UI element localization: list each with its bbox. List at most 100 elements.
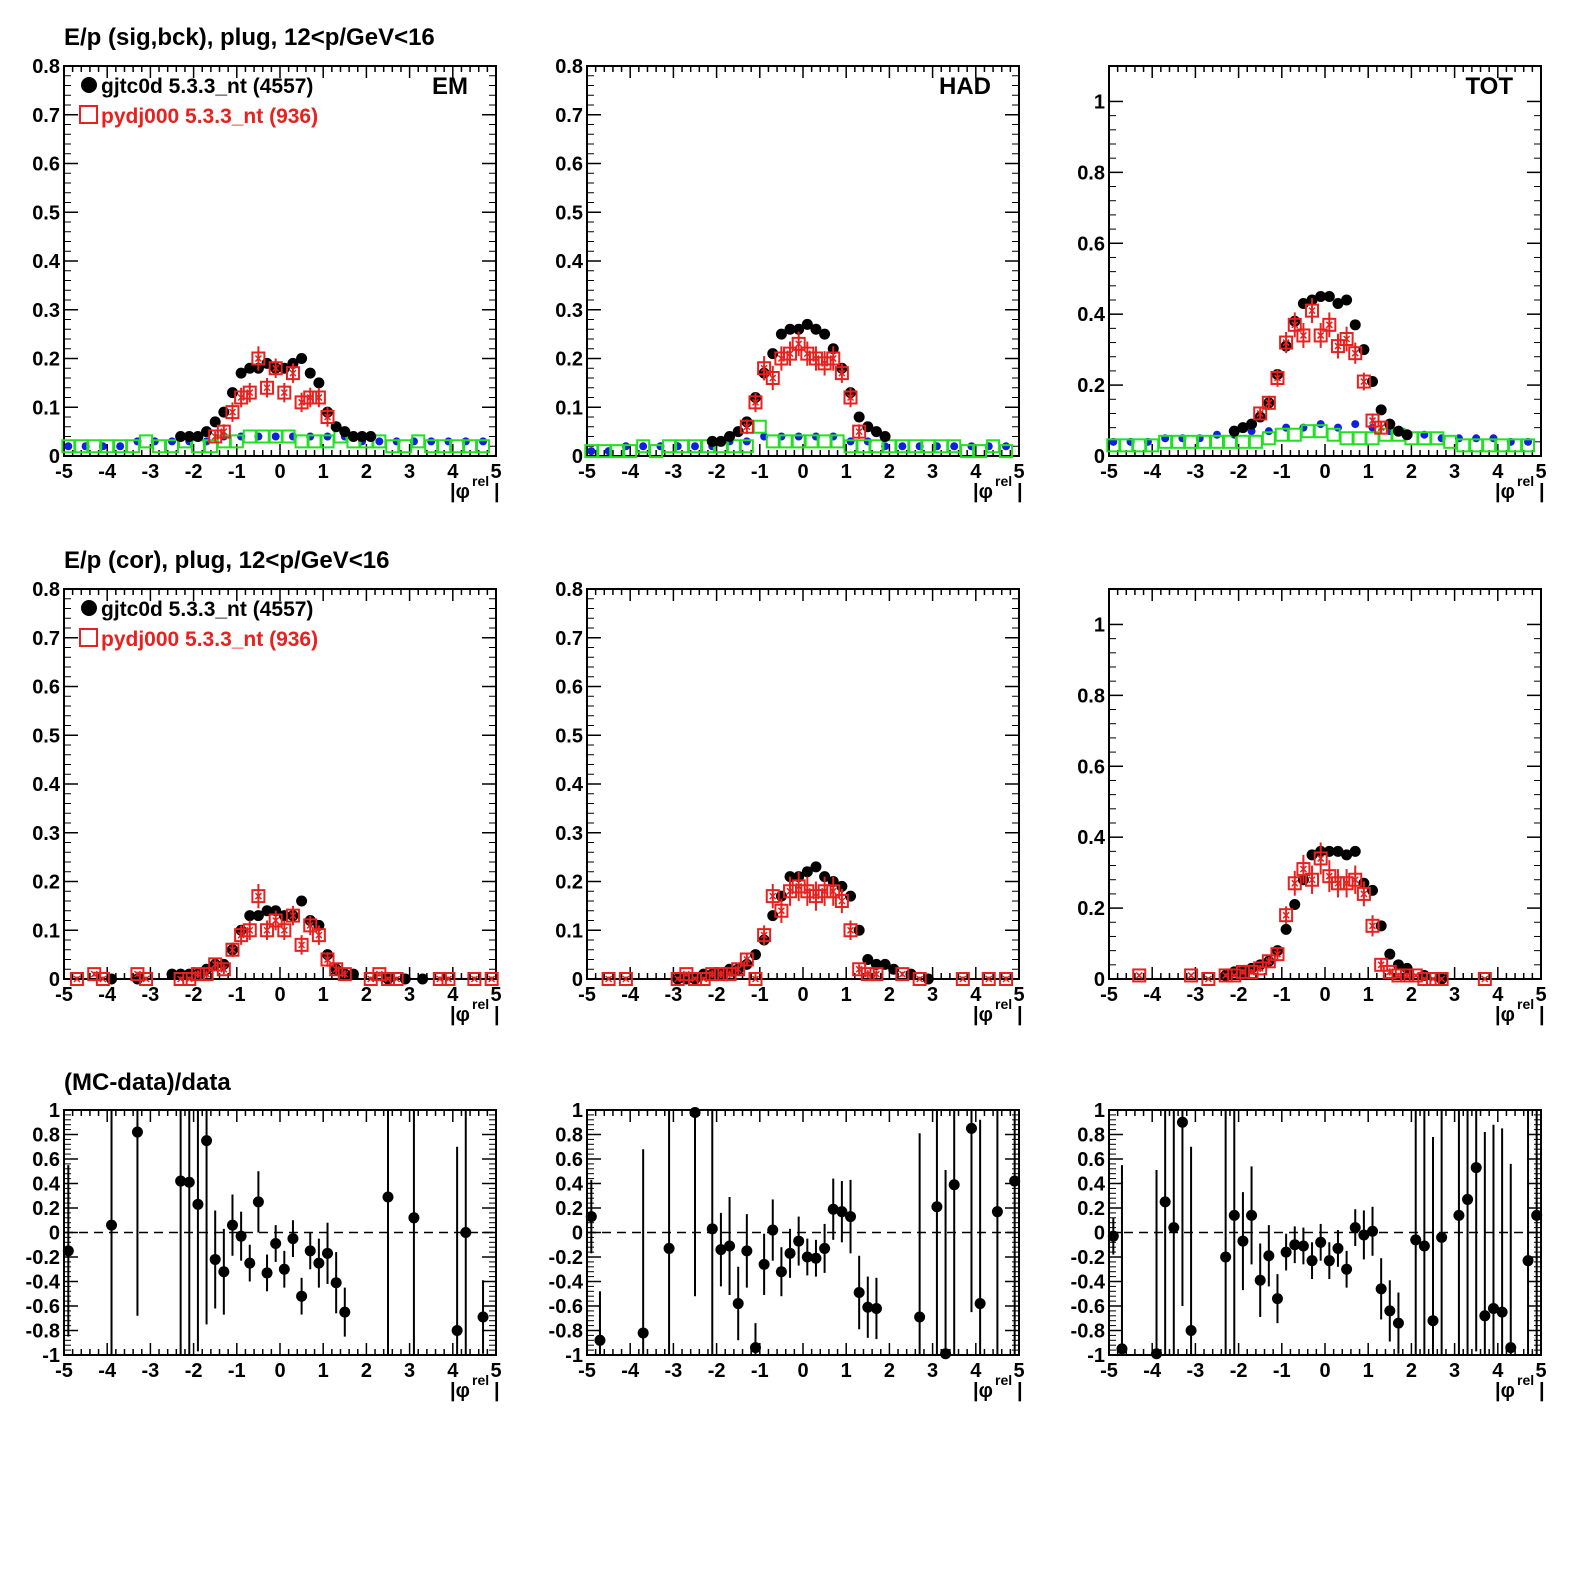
panel-corner-label: TOT (1465, 73, 1513, 100)
y-tick-label: 0.4 (555, 251, 584, 273)
mc-point-cross (1377, 424, 1385, 432)
y-tick-label: 0 (49, 1223, 60, 1245)
background-mc-point (294, 434, 309, 449)
data-point (339, 426, 351, 438)
data-point (827, 1203, 839, 1215)
background-data-point (639, 442, 648, 451)
y-tick-label: 0.1 (32, 920, 60, 942)
data-point (1332, 1242, 1344, 1254)
x-tick-label: 3 (1449, 984, 1460, 1006)
y-tick-label: -0.6 (1071, 1296, 1105, 1318)
mc-point (748, 395, 763, 410)
mc-point (1408, 968, 1423, 983)
data-point (106, 973, 118, 985)
x-tick-label: 0 (274, 461, 285, 483)
data-point (1358, 344, 1370, 356)
data-point (940, 1348, 952, 1360)
x-tick-label: 3 (404, 984, 415, 1006)
background-data-point (1213, 430, 1221, 439)
data-point (1151, 1348, 1163, 1360)
y-tick-label: 0.4 (1077, 827, 1106, 849)
data-point (1009, 1175, 1021, 1187)
x-tick-label: 5 (1013, 1360, 1024, 1382)
x-tick-label: -3 (665, 461, 683, 483)
mc-point-cross (298, 941, 306, 949)
x-tick-label: 0 (797, 1360, 808, 1382)
y-tick-label: 0.5 (555, 202, 583, 224)
data-point (801, 866, 813, 878)
mc-point (484, 972, 499, 986)
mc-point (739, 419, 754, 434)
data-point (948, 1179, 960, 1191)
y-tick-label: 0.2 (32, 1198, 60, 1220)
mc-point-cross (306, 921, 314, 929)
y-tick-label: -0.8 (26, 1321, 60, 1343)
mc-point-cross (605, 975, 613, 983)
background-data-point (1472, 434, 1481, 443)
mc-point (372, 967, 387, 982)
chart-panel-em-sigbck: -5 -4 -3 -2 -1 0 1 2 3 4 5 0 0.1 0.2 0.3 0.4 0.5 0.6 0.7 0.… (32, 56, 501, 503)
mc-point (260, 923, 275, 938)
data-point (296, 895, 308, 907)
x-tick-label: 2 (361, 461, 372, 483)
mc-point (1330, 339, 1345, 354)
mc-point-cross (1135, 971, 1143, 979)
y-tick-label: 0.6 (555, 154, 583, 176)
background-data-point (271, 432, 280, 441)
data-point (965, 1122, 977, 1134)
mc-point-cross (263, 926, 271, 934)
x-tick-label: -3 (142, 461, 160, 483)
data-point (1168, 1222, 1180, 1234)
mc-point (739, 952, 754, 967)
mc-point (1356, 886, 1371, 901)
mc-point (748, 972, 763, 986)
x-tick-label: -2 (708, 1360, 726, 1382)
data-point (1228, 425, 1240, 437)
mc-point (1434, 972, 1449, 986)
y-tick-label: 0.3 (555, 823, 583, 845)
x-tick-label: 1 (318, 461, 329, 483)
data-point (585, 1211, 597, 1223)
data-point (724, 1240, 736, 1252)
mc-point (1356, 374, 1371, 389)
mc-point (817, 356, 832, 371)
x-tick-label: 1 (1363, 461, 1374, 483)
y-tick-label: -1 (1087, 1345, 1105, 1367)
x-tick-label: 0 (797, 984, 808, 1006)
y-tick-label: 0.5 (555, 725, 583, 747)
x-tick-label: 5 (490, 984, 501, 1006)
x-axis-label-end: | (1017, 481, 1023, 503)
y-tick-label: 0.4 (555, 774, 584, 796)
background-data-point (427, 437, 436, 446)
data-point (1237, 422, 1249, 434)
x-tick-label: -2 (185, 461, 203, 483)
background-data-point (898, 442, 907, 451)
mc-point (791, 879, 806, 894)
y-tick-label: 0 (572, 446, 583, 468)
background-data-point (168, 437, 176, 446)
mc-point-cross (1325, 321, 1333, 329)
mc-point-cross (272, 364, 280, 372)
x-tick-label: -3 (1187, 1360, 1205, 1382)
mc-point (294, 395, 309, 410)
x-tick-label: -5 (578, 461, 596, 483)
mc-point (320, 952, 335, 967)
data-point (922, 973, 934, 985)
mc-point (285, 908, 300, 923)
x-axis-label-end: | (1539, 481, 1545, 503)
mc-point (688, 972, 702, 986)
x-tick-label: 3 (927, 984, 938, 1006)
mc-point (1305, 303, 1320, 318)
background-data-point (742, 437, 751, 446)
y-tick-label: 0 (1094, 446, 1105, 468)
y-tick-label: 0.1 (555, 920, 583, 942)
data-point (793, 323, 805, 335)
mc-point-cross (751, 975, 760, 983)
y-tick-label: 0.4 (32, 251, 61, 273)
mc-point (696, 972, 711, 986)
background-mc-point (1521, 438, 1536, 453)
data-point (218, 406, 230, 418)
mc-point-cross (846, 926, 855, 934)
data-point (1367, 884, 1379, 896)
data-point (1289, 1239, 1301, 1251)
